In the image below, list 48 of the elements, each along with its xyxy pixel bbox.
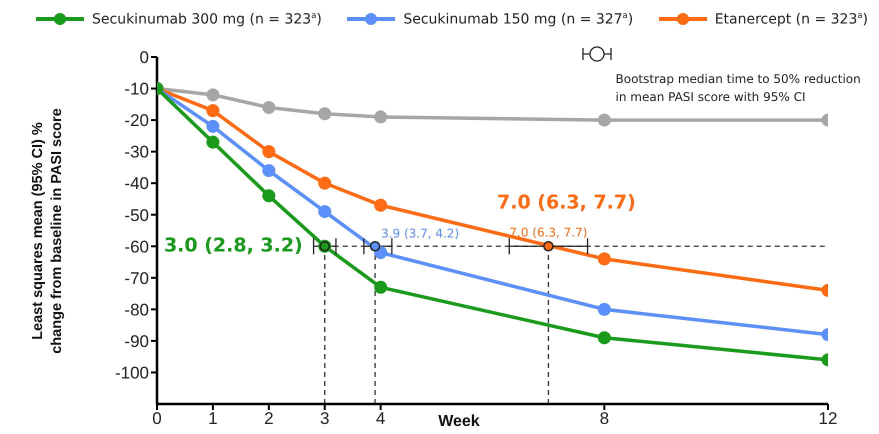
y-axis-title: Least squares mean (95% CI) % change from baseline in PASI score [29, 108, 66, 354]
point [318, 107, 332, 120]
y-tick-label: -20 [124, 111, 149, 130]
x-tick-label: 12 [818, 409, 838, 428]
point [374, 198, 388, 212]
legend-label: Etanercept (n = 323$^{a}$) [714, 10, 868, 28]
point [318, 176, 332, 190]
point [374, 280, 388, 294]
y-tick-label: -40 [124, 174, 149, 194]
legend-label: Secukinumab 150 mg (n = 327$^{a}$) [403, 10, 634, 28]
annotation: Bootstrap median time to 50% reduction in mean PASI score with 95% CI [616, 71, 861, 106]
annotation: 7.0 (6.3, 7.7) [509, 225, 588, 240]
point [543, 241, 554, 252]
annotation: 7.0 (6.3, 7.7) [497, 191, 636, 214]
y-tick-label: -100 [114, 363, 149, 382]
point [206, 136, 220, 149]
x-tick-label: 4 [376, 409, 386, 428]
x-tick-label: 2 [264, 409, 274, 428]
annotation: 3.9 (3.7, 4.2) [381, 226, 460, 240]
y-tick-label: -50 [124, 206, 149, 225]
point [262, 100, 276, 114]
x-tick-label: 3 [320, 409, 330, 428]
point [598, 331, 611, 344]
point [262, 189, 276, 202]
y-tick-label: -80 [124, 300, 149, 320]
point [206, 104, 220, 118]
legend-label: Secukinumab 300 mg (n = 323$^{a}$) [92, 10, 322, 28]
x-axis-title: Week [438, 413, 480, 430]
y-tick-label: -60 [124, 237, 149, 256]
point [598, 252, 611, 266]
point [598, 302, 611, 316]
x-tick-label: 0 [152, 409, 162, 428]
annotation: 3.0 (2.8, 3.2) [164, 234, 303, 256]
point [318, 205, 332, 218]
point [206, 88, 220, 102]
y-tick-label: 0 [140, 48, 149, 68]
y-tick-label: -30 [124, 142, 149, 162]
y-tick-label: -90 [124, 332, 149, 351]
point [262, 145, 276, 158]
point [370, 241, 380, 252]
y-tick-label: -70 [124, 268, 149, 288]
point [598, 114, 611, 127]
x-tick-label: 8 [600, 409, 610, 428]
point [262, 164, 276, 178]
y-tick-label: -10 [124, 80, 149, 99]
x-tick-label: 1 [208, 409, 218, 428]
point [374, 110, 388, 124]
point [206, 120, 220, 133]
